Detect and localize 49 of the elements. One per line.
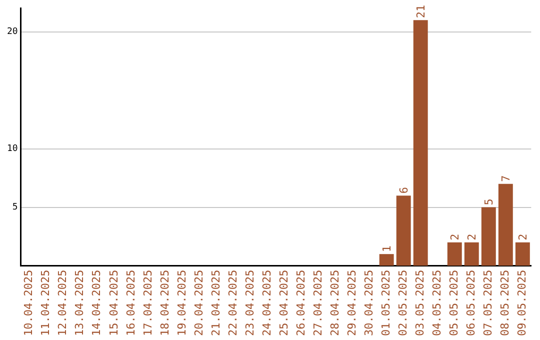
x-tick-label: 01.05.2025 — [379, 270, 392, 336]
x-tick-label: 04.05.2025 — [430, 270, 444, 336]
x-tick-label: 25.04.2025 — [277, 270, 290, 336]
x-tick-label: 13.04.2025 — [73, 270, 86, 336]
x-tick-label: 24.04.2025 — [260, 270, 274, 336]
data-label: 7 — [500, 175, 513, 182]
x-tick-label: 08.05.2025 — [498, 270, 512, 336]
x-tick-label: 10.04.2025 — [22, 270, 36, 336]
data-label: 1 — [380, 245, 394, 252]
x-tick-label: 30.04.2025 — [362, 270, 376, 336]
bar — [481, 207, 496, 266]
x-tick-label: 18.04.2025 — [158, 270, 172, 336]
x-tick-label: 14.04.2025 — [90, 270, 104, 336]
x-tick-label: 03.05.2025 — [413, 270, 426, 336]
x-tick-label: 06.05.2025 — [464, 270, 478, 336]
x-tick-label: 12.04.2025 — [56, 270, 70, 336]
x-tick-label: 27.04.2025 — [311, 270, 324, 336]
bar — [379, 254, 394, 266]
bar — [413, 20, 428, 266]
x-tick-label: 22.04.2025 — [226, 270, 240, 336]
data-label: 5 — [482, 198, 496, 206]
bar — [515, 242, 530, 266]
bar — [498, 184, 513, 266]
x-tick-label: 09.05.2025 — [516, 270, 529, 336]
data-label: 2 — [448, 234, 462, 240]
x-tick-label: 19.04.2025 — [175, 270, 188, 336]
x-tick-label: 23.04.2025 — [243, 270, 256, 336]
x-tick-label: 17.04.2025 — [141, 270, 154, 336]
bar — [447, 242, 462, 266]
x-tick-label: 26.04.2025 — [294, 270, 308, 336]
data-label: 21 — [414, 4, 428, 18]
y-tick-label: 5 — [12, 202, 18, 213]
data-label: 2 — [466, 234, 479, 240]
x-tick-label: 29.04.2025 — [345, 270, 358, 336]
x-tick-label: 20.04.2025 — [192, 270, 206, 336]
x-tick-label: 16.04.2025 — [124, 270, 138, 336]
data-label: 6 — [398, 186, 411, 194]
x-tick-label: 05.05.2025 — [447, 270, 460, 336]
data-label: 2 — [516, 234, 530, 240]
x-tick-label: 02.05.2025 — [396, 270, 410, 336]
x-tick-label: 15.04.2025 — [107, 270, 120, 336]
x-tick-label: 21.04.2025 — [209, 270, 222, 336]
bar — [396, 196, 411, 266]
x-tick-label: 07.05.2025 — [482, 270, 495, 336]
bar — [464, 242, 479, 266]
y-tick-label: 20 — [6, 27, 18, 38]
x-tick-label: 28.04.2025 — [328, 270, 342, 336]
y-tick-label: 10 — [6, 144, 18, 154]
x-tick-label: 11.04.2025 — [39, 270, 52, 336]
